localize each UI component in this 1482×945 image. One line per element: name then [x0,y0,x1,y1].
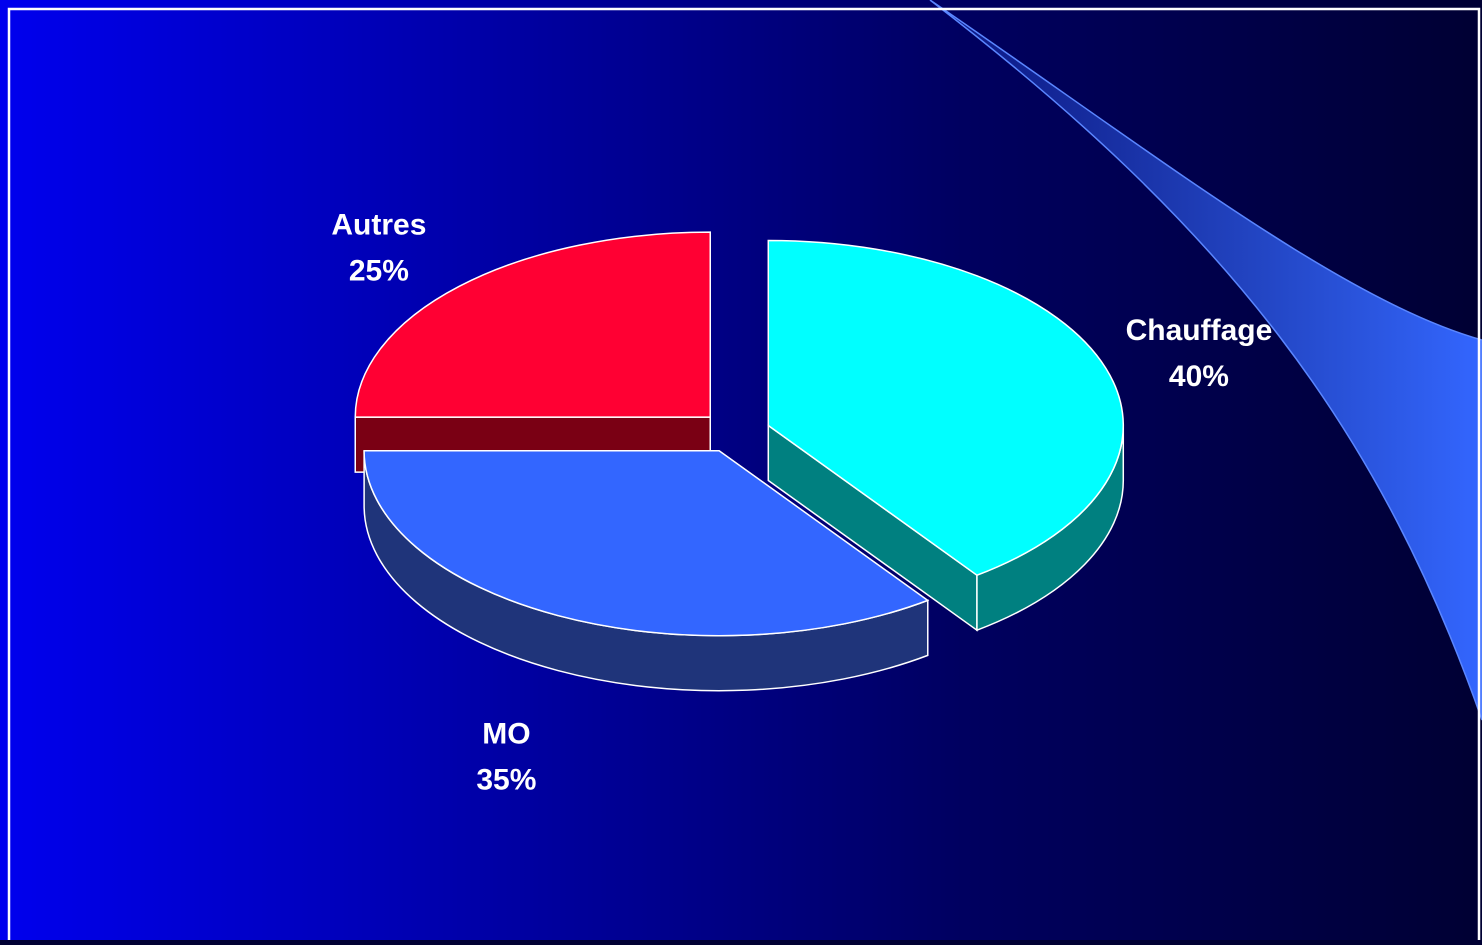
pie-labels: Chauffage 40% MO 35% Autres 25% [331,208,1272,796]
slice-top-mo [363,449,930,637]
data-label-autres: Autres 25% [331,208,426,287]
slide-frame [7,7,1481,945]
slice-label: Autres [331,208,426,241]
data-label-mo: MO 35% [476,717,536,796]
decorative-swoosh [929,0,1482,721]
slice-label: MO [482,717,530,750]
slice-value-label: 35% [476,763,536,796]
slice-chauffage [767,239,1125,632]
slice-value-label: 25% [349,254,409,287]
slice-mo [363,449,930,692]
slice-top-autres [354,231,712,418]
pie-slices [354,231,1125,692]
data-label-chauffage: Chauffage 40% [1126,314,1273,393]
slice-top-chauffage [767,239,1124,577]
slice-value-label: 40% [1169,360,1229,393]
slice-label: Chauffage [1126,314,1273,347]
